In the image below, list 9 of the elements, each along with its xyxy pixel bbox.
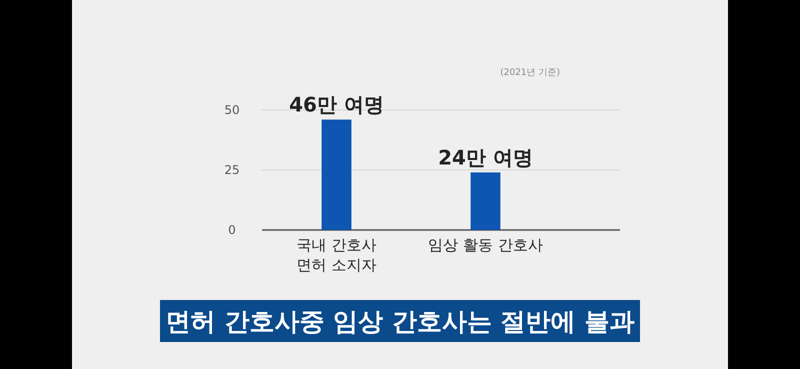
- x-tick-label: 임상 활동 간호사: [428, 236, 543, 254]
- data-label: 46만 여명: [289, 92, 384, 117]
- y-tick-label: 50: [224, 103, 240, 118]
- y-tick-label: 25: [224, 163, 240, 178]
- chart-subtitle: (2021년 기준): [500, 68, 560, 78]
- text: 면허 간호사중 임상 간호사는 절반에 불과: [166, 306, 634, 336]
- x-tick-label: 국내 간호사 면허 소지자: [296, 236, 376, 274]
- data-label: 24만 여명: [438, 145, 533, 170]
- y-tick-label: 0: [228, 223, 236, 238]
